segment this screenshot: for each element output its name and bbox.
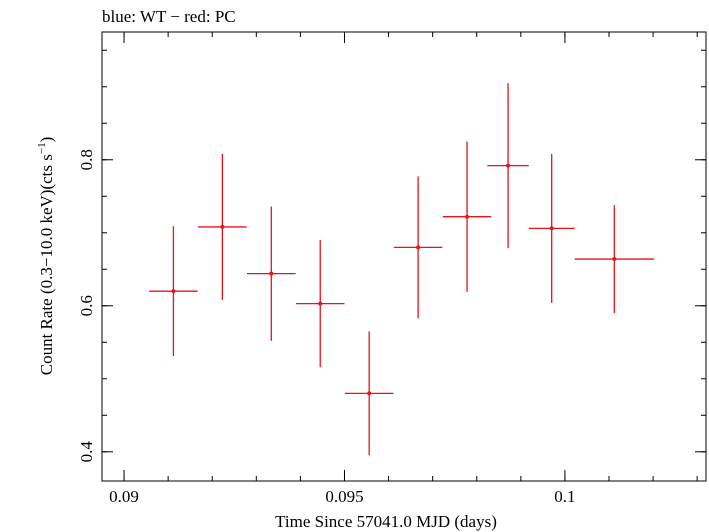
data-point — [247, 206, 296, 341]
point-marker — [549, 226, 554, 231]
data-point — [344, 331, 394, 456]
data-point — [149, 226, 198, 357]
data-point — [198, 153, 247, 300]
y-axis-label-close: ) — [37, 137, 56, 143]
point-marker — [171, 289, 176, 294]
data-point — [528, 153, 575, 303]
point-marker — [367, 391, 372, 396]
y-axis-tick-labels: 0.4 0.6 0.8 — [77, 149, 96, 462]
plot-frame — [101, 31, 707, 482]
chart-title: blue: WT − red: PC — [102, 7, 236, 26]
x-tick-label: 0.1 — [554, 487, 575, 506]
y-axis-label-main: Count Rate (0.3−10.0 keV)(cts s — [37, 154, 56, 375]
x-tick-label: 0.09 — [109, 487, 139, 506]
series-pc — [149, 83, 654, 456]
data-point — [487, 83, 529, 249]
data-point — [295, 240, 345, 368]
y-tick-label: 0.8 — [77, 149, 96, 170]
point-marker — [269, 271, 274, 276]
point-marker — [220, 224, 225, 229]
y-tick-label: 0.4 — [77, 441, 96, 463]
data-point — [442, 141, 492, 292]
point-marker — [465, 214, 470, 219]
x-axis-label: Time Since 57041.0 MJD (days) — [275, 512, 497, 531]
data-point — [393, 176, 443, 319]
y-axis-label: Count Rate (0.3−10.0 keV)(cts s−1) — [36, 137, 56, 376]
y-tick-label: 0.6 — [77, 295, 96, 316]
x-tick-label: 0.095 — [325, 487, 363, 506]
point-marker — [318, 301, 323, 306]
x-axis-tick-labels: 0.09 0.095 0.1 — [109, 487, 575, 506]
point-marker — [416, 245, 421, 250]
point-marker — [612, 257, 617, 262]
data-point — [574, 205, 654, 314]
x-axis-ticks — [123, 32, 698, 481]
point-marker — [506, 163, 511, 168]
y-axis-label-superscript: −1 — [36, 142, 48, 154]
y-axis-ticks — [102, 49, 706, 453]
